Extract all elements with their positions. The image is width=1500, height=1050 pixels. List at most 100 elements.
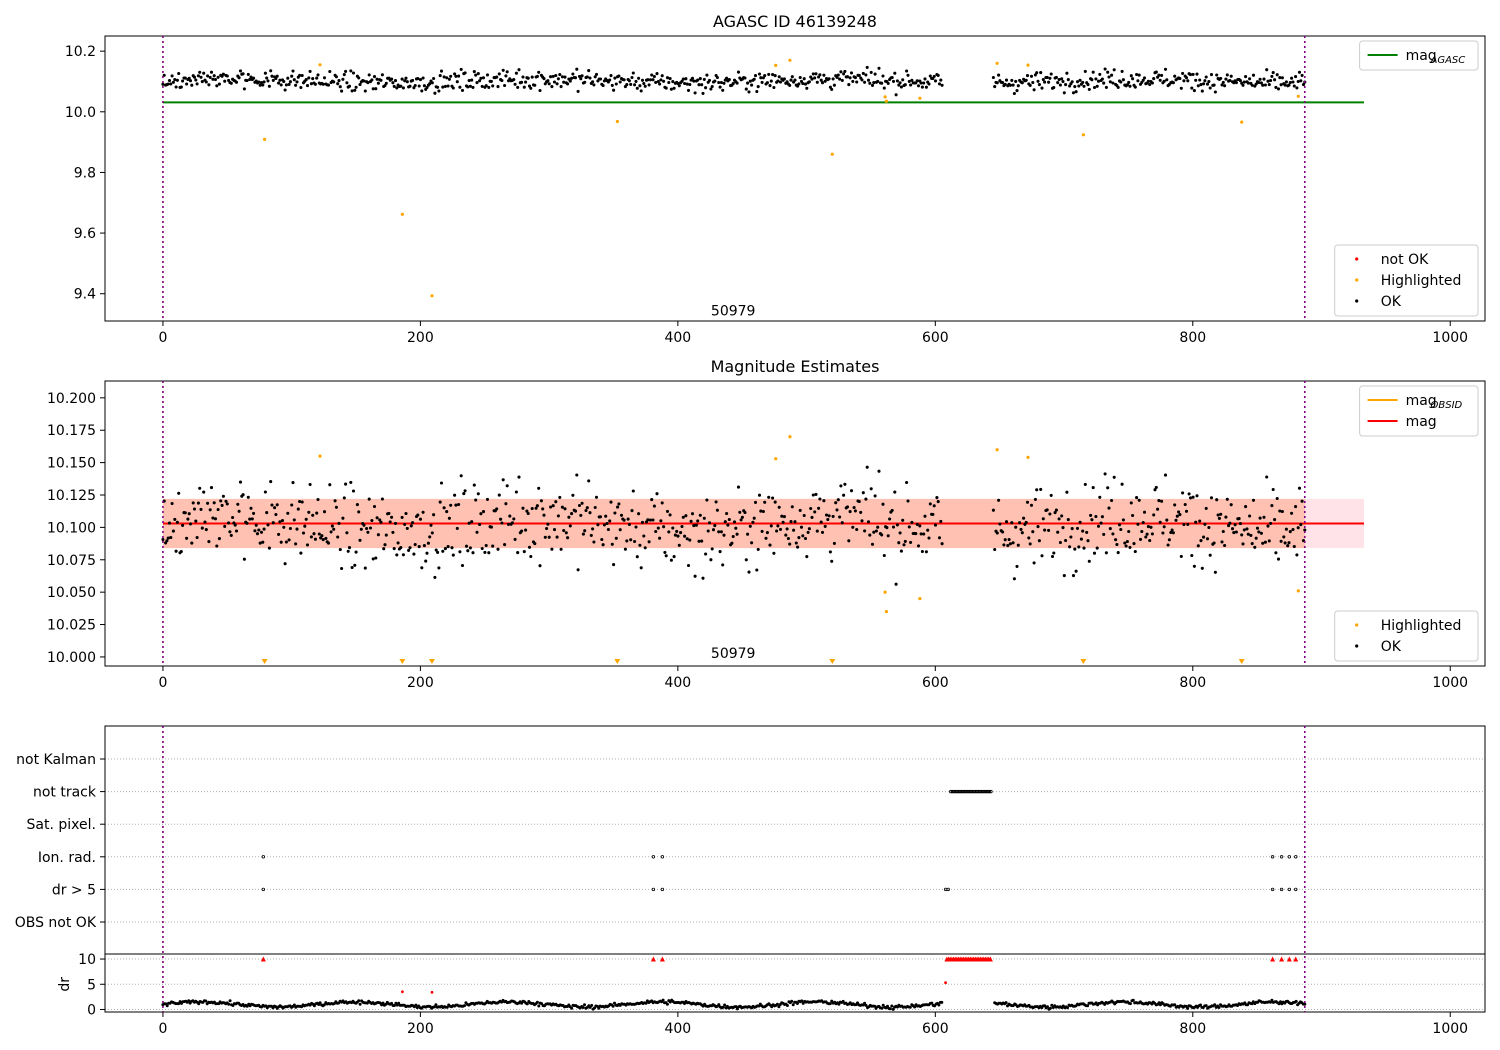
ok-point (895, 79, 899, 83)
ok-point (233, 523, 237, 527)
ok-point (1253, 545, 1257, 549)
ok-point (401, 86, 405, 90)
x-tick-label: 1000 (1432, 1021, 1468, 1037)
ok-point (407, 548, 411, 552)
ok-point (546, 79, 550, 83)
ok-point (215, 84, 219, 88)
ok-point (901, 78, 905, 82)
ok-point (476, 72, 480, 76)
ok-point (876, 79, 880, 83)
ok-point (484, 543, 488, 548)
ok-point (1275, 496, 1279, 501)
ok-point (786, 536, 790, 541)
dr-point (445, 1005, 449, 1009)
ok-point (834, 501, 838, 505)
ok-point (1111, 81, 1115, 85)
ok-point (273, 506, 277, 510)
ok-point (207, 83, 211, 87)
y-tick-label: 10.075 (47, 553, 96, 569)
ok-point (1036, 79, 1040, 83)
ok-point (1221, 80, 1225, 84)
ok-point (567, 515, 571, 519)
ok-point (1007, 537, 1011, 542)
ok-point (353, 563, 357, 567)
ok-point (1037, 539, 1041, 543)
dr-point (228, 999, 232, 1003)
ok-point (1230, 527, 1235, 531)
ok-point (658, 82, 662, 86)
ok-point (366, 530, 370, 534)
ok-point (735, 81, 739, 85)
ok-point (367, 497, 371, 501)
ok-point (1303, 528, 1307, 532)
ok-point (556, 77, 560, 81)
ok-point (455, 526, 459, 530)
plot-frame (104, 35, 1486, 322)
ok-point (828, 550, 832, 554)
ok-point (309, 82, 313, 86)
ok-point (1167, 538, 1171, 542)
ok-point (1070, 80, 1074, 84)
ok-point (1154, 70, 1158, 74)
ok-point (664, 554, 668, 558)
ok-point (1248, 514, 1252, 518)
ok-point (1141, 520, 1145, 525)
ok-point (354, 550, 358, 554)
ok-point (292, 78, 296, 82)
ok-point (1108, 80, 1112, 84)
ok-point (575, 473, 579, 477)
ok-point (1049, 493, 1053, 497)
ok-point (1119, 80, 1123, 84)
ok-point (1258, 516, 1262, 520)
ok-point (1258, 77, 1262, 81)
ok-point (430, 81, 434, 85)
ok-point (1087, 559, 1091, 563)
ok-point (880, 81, 884, 85)
ok-point (755, 568, 759, 572)
ok-point (481, 76, 486, 80)
ok-point (1047, 528, 1051, 532)
ok-point (772, 85, 776, 90)
ok-point (933, 523, 938, 527)
ok-point (512, 517, 516, 521)
ok-point (501, 478, 505, 482)
ok-point (1181, 71, 1185, 75)
ok-point (730, 541, 734, 545)
ok-point (763, 74, 767, 78)
ok-point (357, 76, 361, 80)
ok-point (782, 515, 786, 519)
ok-point (472, 70, 476, 74)
ok-point (905, 69, 909, 73)
ok-point (290, 503, 294, 507)
out-of-range-marker (261, 659, 268, 664)
ok-point (1056, 81, 1060, 85)
ok-point (529, 86, 533, 90)
ok-point (198, 486, 202, 490)
ok-point (566, 536, 570, 540)
ok-point (1040, 554, 1044, 558)
ok-point (1194, 520, 1198, 524)
ok-point (909, 83, 913, 87)
ok-point (376, 533, 380, 537)
ok-point (797, 82, 801, 86)
flag-point (1287, 855, 1292, 859)
ok-point (773, 74, 777, 78)
ok-point (307, 510, 311, 514)
ok-point (380, 73, 384, 77)
x-tick-label: 600 (922, 330, 949, 346)
ok-point (893, 490, 897, 494)
ok-point (924, 85, 928, 89)
ok-point (1273, 78, 1277, 82)
ok-point (351, 489, 356, 493)
ok-point (910, 78, 914, 82)
y-tick-label: 10.150 (47, 456, 96, 472)
dr-point (1004, 1001, 1008, 1005)
ok-point (676, 534, 680, 538)
ok-point (778, 80, 783, 84)
ok-point (399, 84, 403, 88)
ok-point (694, 523, 698, 527)
ok-point (585, 506, 589, 510)
legend-dot-swatch (1355, 644, 1359, 648)
ok-point (1292, 84, 1296, 88)
ok-point (851, 79, 855, 83)
